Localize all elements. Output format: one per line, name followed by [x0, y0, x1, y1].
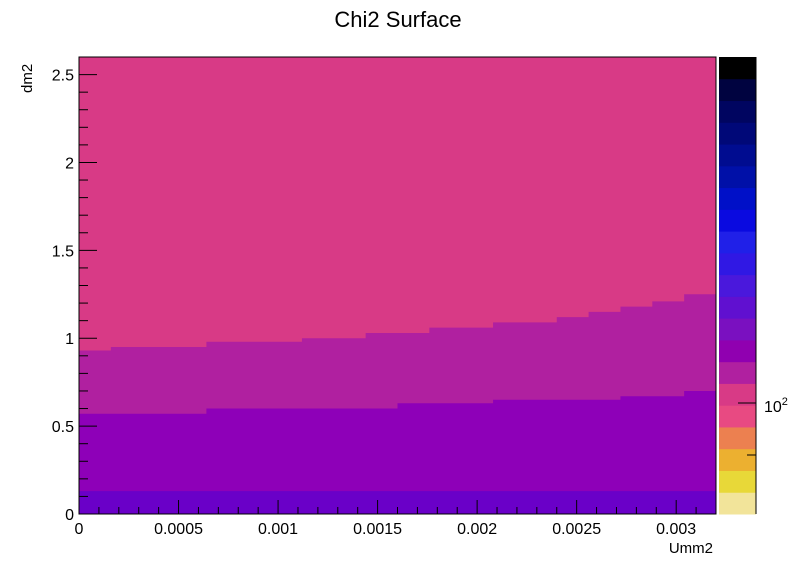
colorbar-swatch — [719, 57, 756, 80]
colorbar-swatch — [719, 122, 756, 145]
x-tick-label: 0 — [75, 521, 84, 538]
colorbar-swatch — [719, 100, 756, 123]
x-tick-label: 0.0015 — [353, 521, 402, 538]
colorbar-swatch — [719, 470, 756, 493]
contour-level-2 — [79, 390, 716, 514]
colorbar-swatch — [719, 405, 756, 428]
y-axis: 0 0.5 1 1.5 2 2.5 — [52, 56, 97, 524]
colorbar-swatch — [719, 296, 756, 319]
x-tick-label: 0.001 — [258, 521, 298, 538]
colorbar-swatch — [719, 274, 756, 297]
x-tick-label: 0.003 — [656, 521, 696, 538]
colorbar-tick-label: 102 — [764, 396, 788, 416]
x-tick-label: 0.0025 — [552, 521, 601, 538]
x-axis: 0 0.0005 0.001 0.0015 0.002 0.0025 0.003 — [75, 500, 717, 538]
x-axis-label: Umm2 — [669, 540, 713, 557]
y-tick-label: 0 — [65, 507, 74, 524]
x-tick-label: 0.0005 — [154, 521, 203, 538]
colorbar-swatch — [719, 165, 756, 189]
colorbar-swatch — [719, 383, 756, 406]
colorbar-swatch — [719, 252, 756, 276]
y-tick-label: 2 — [65, 155, 74, 172]
y-tick-label: 1 — [65, 331, 74, 348]
y-tick-label: 1.5 — [52, 243, 74, 260]
color-scale: 102 — [719, 57, 788, 515]
y-tick-label: 2.5 — [52, 68, 74, 85]
chart-title: Chi2 Surface — [334, 7, 461, 32]
colorbar-swatch — [719, 361, 756, 384]
y-axis-label: dm2 — [19, 64, 36, 93]
plot-area — [78, 56, 717, 515]
colorbar-swatch — [719, 339, 756, 363]
colorbar-swatch — [719, 448, 756, 471]
y-tick-label: 0.5 — [52, 419, 74, 436]
colorbar-swatch — [719, 318, 756, 341]
colorbar-swatch — [719, 231, 756, 254]
colorbar-swatch — [719, 492, 756, 515]
x-tick-label: 0.002 — [457, 521, 497, 538]
colorbar-swatch — [719, 187, 756, 210]
colorbar-swatch — [719, 78, 756, 102]
colorbar-swatch — [719, 426, 756, 450]
colorbar-swatch — [719, 144, 756, 167]
colorbar-swatch — [719, 209, 756, 232]
